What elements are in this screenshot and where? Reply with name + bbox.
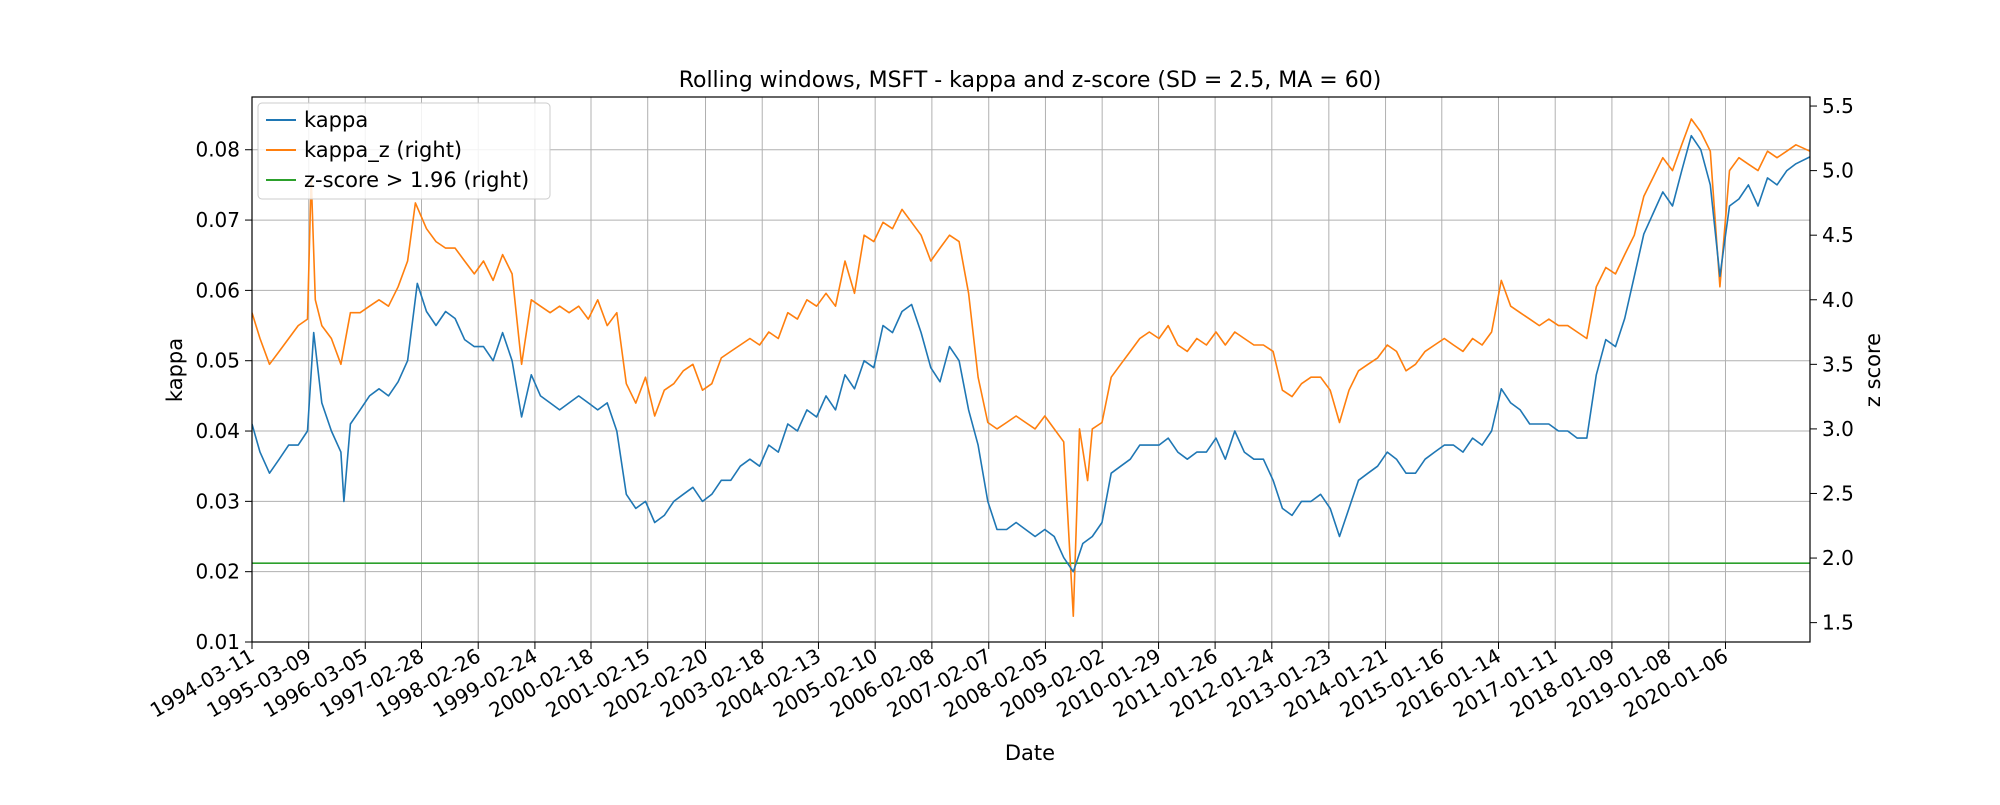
- y2-axis-label: z score: [1861, 333, 1885, 407]
- plot-frame: [251, 96, 1811, 643]
- y-tick-label: 0.07: [195, 208, 240, 232]
- chart-title: Rolling windows, MSFT - kappa and z-scor…: [679, 68, 1382, 93]
- series-line-1: [252, 118, 1810, 618]
- y-tick-label: 0.03: [195, 489, 240, 513]
- series-layer: [252, 118, 1810, 618]
- y-tick-label: 0.02: [195, 560, 240, 584]
- y2-tick-label: 5.5: [1822, 94, 1854, 118]
- y-tick-label: 0.08: [195, 138, 240, 162]
- legend-label-0: kappa: [304, 108, 368, 132]
- legend-label-1: kappa_z (right): [304, 138, 462, 163]
- y2-tick-label: 2.0: [1822, 546, 1854, 570]
- y-axis-right: 1.5 2.0 2.5 3.0 3.5 4.0 4.5 5.0 5.5: [1810, 94, 1854, 635]
- y-axis-label: kappa: [163, 338, 187, 402]
- x-axis-label: Date: [1005, 741, 1055, 765]
- y2-tick-label: 3.0: [1822, 417, 1854, 441]
- legend: kappa kappa_z (right) z-score > 1.96 (righ…: [257, 102, 551, 200]
- y-tick-label: 0.06: [195, 278, 240, 302]
- y-axis-left: 0.01 0.02 0.03 0.04 0.05 0.06 0.07 0.08: [195, 138, 252, 654]
- y-tick-label: 0.05: [195, 349, 240, 373]
- legend-box: [257, 102, 551, 200]
- y2-tick-label: 3.5: [1822, 352, 1854, 376]
- series-line-0: [252, 134, 1810, 573]
- x-axis: 1994-03-111995-03-091996-03-051997-02-28…: [146, 642, 1732, 722]
- y2-tick-label: 4.5: [1822, 223, 1854, 247]
- legend-label-2: z-score > 1.96 (right): [304, 168, 529, 192]
- y-tick-label: 0.01: [195, 630, 240, 654]
- y2-tick-label: 4.0: [1822, 288, 1854, 312]
- y2-tick-label: 2.5: [1822, 481, 1854, 505]
- y2-tick-label: 1.5: [1822, 611, 1854, 635]
- y-tick-label: 0.04: [195, 419, 240, 443]
- y2-tick-label: 5.0: [1822, 159, 1854, 183]
